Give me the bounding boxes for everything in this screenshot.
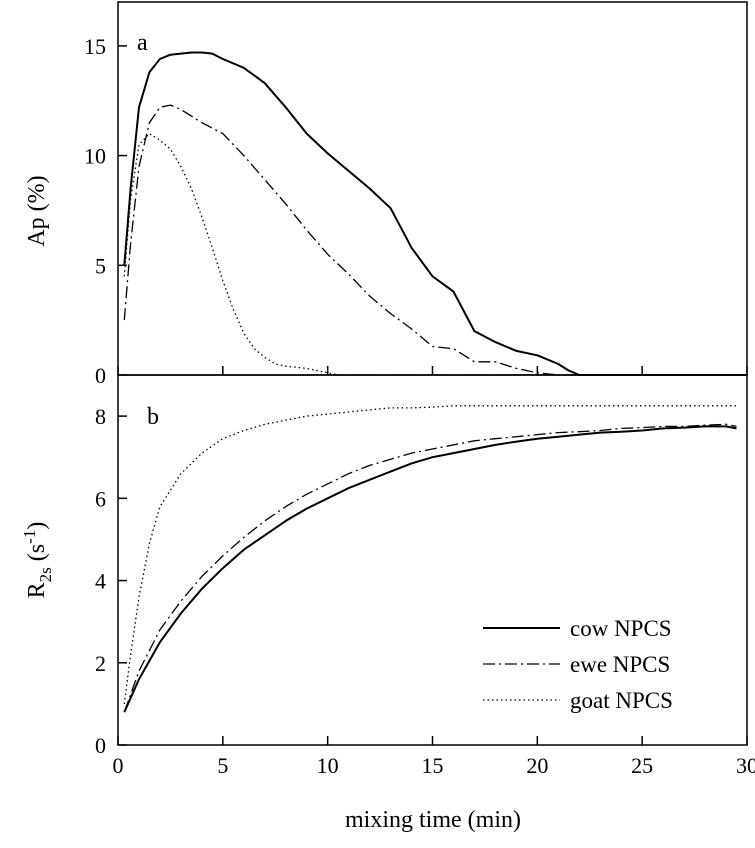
- y-title-main: R: [24, 582, 50, 598]
- x-tick-label: 25: [631, 753, 653, 778]
- panel-a-frame: [117, 1, 748, 376]
- panel-a-y-tick-label: 5: [95, 253, 106, 278]
- panel-b-y-tick-label: 4: [95, 569, 106, 594]
- y-title-mid: (s: [24, 544, 50, 567]
- x-tick-label: 20: [526, 753, 548, 778]
- legend: cow NPCS ewe NPCS goat NPCS: [483, 616, 673, 713]
- panel-a-y-tick-label: 0: [95, 363, 106, 388]
- panel-b-ticks: 0 2 4 6 8 0 5 10 15 20 25 30: [95, 404, 755, 778]
- panel-b-series-ewe-line: [123, 423, 737, 713]
- legend-label-goat: goat NPCS: [570, 688, 673, 713]
- panel-b-y-tick-label: 2: [95, 651, 106, 676]
- x-tick-label: 30: [736, 753, 755, 778]
- x-axis-title: mixing time (min): [345, 807, 521, 833]
- panel-a-series-goat-line: [123, 132, 747, 376]
- panel-b-series-goat-line: [123, 405, 737, 704]
- panel-a-y-tick-label: 15: [84, 34, 106, 59]
- x-tick-label: 5: [217, 753, 228, 778]
- panel-b-series-cow-line: [123, 425, 737, 713]
- panel-a-series: [123, 51, 747, 376]
- panel-b-y-tick-label: 0: [95, 733, 106, 758]
- panel-a-ticks: 0 5 10 15: [84, 34, 748, 388]
- panel-a-y-tick-label: 10: [84, 144, 106, 169]
- panel-b-series: [123, 405, 737, 713]
- panel-a-letter: a: [137, 30, 148, 56]
- x-tick-label: 15: [422, 753, 444, 778]
- panel-b-y-tick-label: 6: [95, 486, 106, 511]
- panel-a-y-axis-title: Ap (%): [24, 175, 50, 246]
- legend-label-ewe: ewe NPCS: [570, 652, 670, 677]
- panel-b-y-tick-label: 8: [95, 404, 106, 429]
- y-title-end: ): [24, 522, 50, 530]
- x-tick-label: 0: [113, 753, 124, 778]
- panel-a-series-cow-line: [123, 51, 747, 376]
- y-title-sub: 2s: [36, 567, 55, 582]
- y-title-sup: -1: [20, 530, 39, 544]
- panel-a-series-ewe-line: [123, 104, 747, 376]
- panel-b-letter: b: [147, 404, 159, 430]
- legend-label-cow: cow NPCS: [570, 616, 672, 641]
- panel-b-y-axis-title: R2s (s-1): [20, 522, 55, 599]
- x-tick-label: 10: [317, 753, 339, 778]
